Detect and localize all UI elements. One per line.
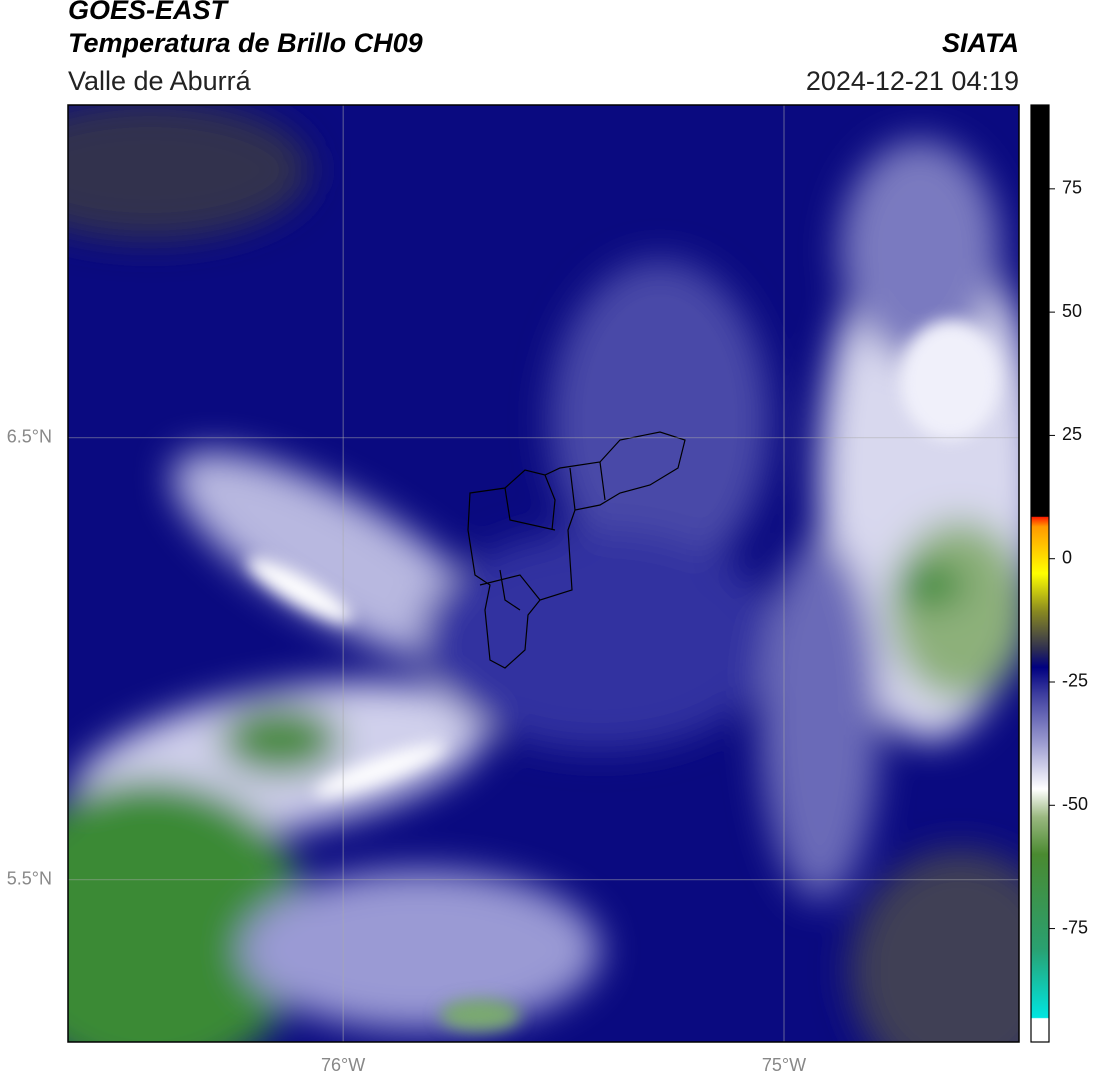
colorbar-tick-label: -75 bbox=[1062, 917, 1088, 937]
colorbar-tick-label: 50 bbox=[1062, 301, 1082, 321]
region: Valle de Aburrá bbox=[68, 66, 252, 96]
colorbar-tick-label: 25 bbox=[1062, 424, 1082, 444]
map-frame bbox=[67, 104, 1020, 1043]
x-tick-label: 75°W bbox=[762, 1055, 806, 1075]
subtitle: Temperatura de Brillo CH09 bbox=[68, 28, 423, 58]
colorbar-tick-label: -25 bbox=[1062, 671, 1088, 691]
y-tick-label: 6.5°N bbox=[7, 427, 52, 447]
colorbar-tick-label: 0 bbox=[1062, 547, 1072, 567]
x-tick-label: 76°W bbox=[321, 1055, 365, 1075]
colorbar bbox=[1030, 104, 1050, 1043]
source: SIATA bbox=[942, 28, 1019, 58]
municipal-borders bbox=[467, 431, 686, 669]
timestamp: 2024-12-21 04:19 bbox=[806, 66, 1019, 96]
title: GOES-EAST bbox=[68, 0, 230, 25]
colorbar-tick-label: -50 bbox=[1062, 794, 1088, 814]
map bbox=[68, 105, 1019, 1042]
y-tick-label: 5.5°N bbox=[7, 869, 52, 889]
colorbar-tick-label: 75 bbox=[1062, 178, 1082, 198]
